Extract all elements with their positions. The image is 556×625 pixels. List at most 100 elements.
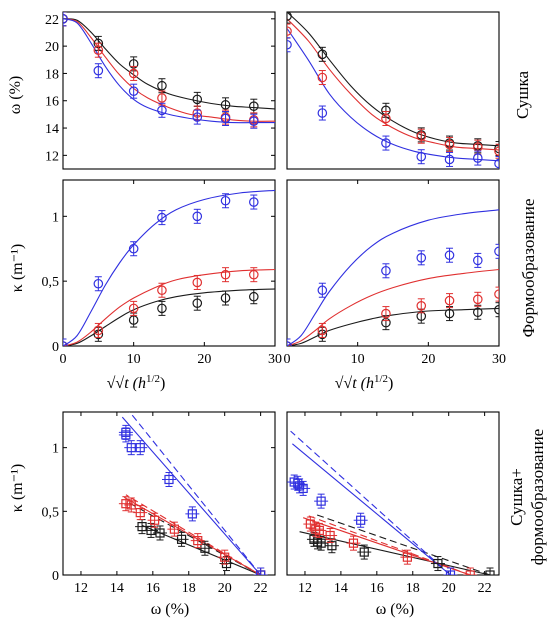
row2-side-label: Формообразование	[519, 199, 538, 338]
x-tick-label: 18	[406, 581, 420, 596]
x-tick-label: 22	[478, 581, 492, 596]
panel-frame	[286, 411, 500, 576]
fit-curve-blue	[63, 18, 275, 124]
x-tick-label: 16	[370, 581, 384, 596]
plot-area	[63, 12, 275, 129]
data-point-blue	[381, 135, 391, 151]
data-point-black	[472, 304, 483, 320]
data-point-blue	[128, 241, 139, 257]
panel-frame	[286, 11, 500, 170]
x-tick-label: 22	[254, 581, 268, 596]
data-point-red	[323, 528, 338, 544]
x-tick-label: 30	[492, 352, 506, 367]
row2-right-xlabel: √√t (h1/2)	[335, 373, 394, 392]
data-point-blue	[444, 247, 455, 263]
data-point-blue	[162, 471, 176, 487]
data-point-blue	[472, 150, 483, 166]
model-dashed-line-blue	[129, 412, 262, 575]
data-point-red	[128, 300, 139, 316]
data-point-blue	[63, 338, 68, 346]
sqrt-sign: √	[107, 375, 116, 392]
data-point-blue	[287, 338, 292, 346]
plot-area	[118, 412, 268, 575]
data-point-red	[416, 128, 427, 144]
data-point-black	[430, 556, 445, 572]
data-point-blue	[192, 208, 203, 224]
row2-left-xlabel: √√t (h1/2)	[107, 373, 166, 392]
sqrt-sign: √	[335, 375, 344, 392]
data-point-blue	[124, 440, 139, 456]
data-point-black	[192, 295, 203, 311]
data-point-blue	[220, 110, 231, 126]
data-point-red	[147, 512, 162, 528]
data-point-blue	[472, 252, 483, 268]
data-point-red	[400, 549, 415, 565]
panel-bottom-right: 12 14 16 18 20 22	[286, 411, 500, 596]
x-tick-label: 10	[127, 352, 141, 367]
y-tick-label: 0	[52, 569, 59, 584]
panel-middle-right: 0 10 20 30	[284, 179, 506, 367]
data-point-black	[192, 91, 203, 107]
data-point-black	[135, 519, 150, 535]
xlabel-part-b: )	[160, 375, 165, 392]
row3-right-xlabel: ω (%)	[376, 601, 415, 618]
model-dashed-line-red	[306, 514, 471, 575]
panel-top-right	[286, 11, 500, 170]
data-point-red	[494, 286, 499, 302]
x-tick-label: 20	[421, 352, 435, 367]
x-tick-label: 18	[182, 581, 196, 596]
row3-side-label-line1: Сушка+	[507, 468, 526, 526]
data-point-red	[93, 322, 104, 338]
fit-curve-red	[287, 18, 499, 151]
xlabel-part-a: √t (h	[343, 375, 374, 392]
plot-area	[287, 209, 499, 346]
y-tick-label: 12	[45, 149, 59, 164]
data-point-blue	[314, 493, 329, 509]
data-point-blue	[317, 282, 328, 298]
data-point-black	[219, 556, 234, 572]
data-point-blue	[443, 567, 458, 575]
data-point-red	[381, 110, 391, 126]
xlabel-part-a: √t (h	[115, 375, 146, 392]
y-tick-label: 0	[52, 340, 59, 355]
data-point-red	[317, 322, 328, 338]
data-point-black	[287, 12, 292, 24]
data-point-black	[249, 289, 259, 305]
model-dashed-line-black	[313, 513, 491, 575]
data-point-blue	[416, 250, 427, 266]
row1-ylabel: ω (%)	[7, 76, 24, 115]
y-tick-label: 22	[45, 13, 59, 28]
panel-frame	[62, 11, 276, 170]
x-tick-label: 20	[218, 581, 232, 596]
data-point-blue	[287, 474, 302, 490]
data-point-black	[444, 306, 455, 322]
row3-left-xlabel: ω (%)	[151, 601, 190, 618]
data-point-red	[192, 274, 203, 290]
row3-ylabel: κ (m⁻¹)	[9, 464, 26, 512]
data-point-red	[118, 496, 133, 512]
x-tick-label: 14	[110, 581, 124, 596]
xlabel-part-b: )	[388, 375, 393, 392]
data-point-blue	[317, 105, 328, 121]
fit-curve-red	[63, 268, 275, 346]
y-tick-label: 20	[45, 40, 59, 55]
x-tick-label: 20	[442, 581, 456, 596]
data-point-blue	[192, 109, 203, 125]
data-point-black	[157, 300, 167, 316]
data-point-black	[483, 567, 498, 575]
data-point-blue	[93, 276, 104, 292]
x-tick-label: 20	[197, 352, 211, 367]
data-point-red	[303, 516, 318, 532]
panel-frame	[62, 411, 276, 576]
data-point-blue	[416, 149, 427, 165]
panel-middle-left: 00,510 10 20 30	[42, 179, 282, 367]
data-point-red	[416, 298, 427, 314]
xlabel-sup: 1/2	[374, 373, 388, 385]
data-point-blue	[118, 427, 133, 443]
panel-frame	[62, 179, 276, 347]
data-point-red	[133, 505, 148, 521]
fit-curve-black	[287, 307, 499, 346]
xlabel-sup: 1/2	[146, 373, 160, 385]
data-point-black	[494, 302, 499, 318]
